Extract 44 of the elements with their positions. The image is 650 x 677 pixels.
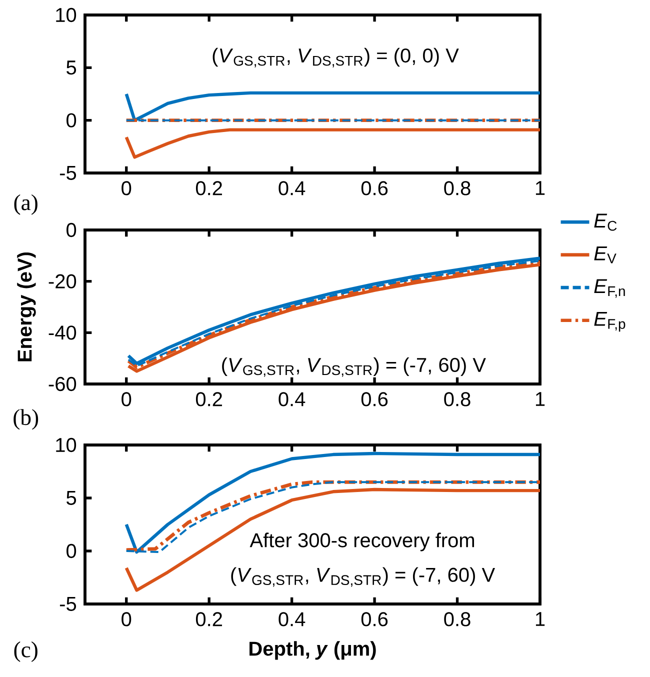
x-tick-label: 0 — [122, 392, 132, 406]
x-tick-label: 0.6 — [361, 181, 388, 196]
y-tick-label: 0 — [66, 113, 76, 128]
y-axis-title: Energy (eV) — [17, 252, 36, 362]
x-tick-label: 0.2 — [196, 612, 222, 626]
legend-label: E$_{F,n}$ — [594, 279, 625, 298]
x-tick-label: 1 — [536, 181, 545, 195]
x-axis-title: Depth, y (μm) — [250, 641, 376, 660]
x-tick-label: 0.6 — [361, 612, 388, 626]
y-tick-label: 0 — [66, 544, 76, 558]
annotation: After 300-s recovery from — [250, 532, 474, 552]
line-series — [124, 452, 542, 554]
y-tick-label: -20 — [48, 274, 76, 288]
x-tick-label: 0 — [122, 612, 132, 626]
legend-label: E$_{V}$ — [594, 246, 616, 264]
y-tick-label: -60 — [48, 376, 76, 392]
x-tick-label: 0 — [122, 181, 132, 196]
y-tick-label: -5 — [60, 166, 76, 180]
x-tick-label: 0.4 — [278, 181, 306, 196]
x-tick-label: 0.8 — [444, 181, 470, 196]
annotation: (V$_{GS,STR}$, V$_{DS,STR}$) = (-7, 60) V — [231, 567, 496, 587]
legend-label: E$_{F,p}$ — [594, 312, 626, 332]
annotation: (V$_{GS,STR}$, V$_{DS,STR}$) = (-7, 60) V — [222, 357, 486, 377]
text: (a) — [14, 194, 38, 215]
x-tick-label: 0.6 — [361, 392, 388, 406]
y-tick-label: 10 — [56, 8, 76, 22]
x-tick-label: 0.2 — [196, 181, 222, 196]
text: (b) — [14, 409, 38, 430]
y-tick-label: 10 — [56, 438, 76, 452]
x-tick-label: 0.8 — [444, 392, 470, 406]
y-tick-label: 5 — [66, 491, 76, 505]
y-tick-label: -40 — [48, 326, 76, 340]
x-tick-label: 0.4 — [278, 392, 306, 406]
annotation: (V$_{GS,STR}$, V$_{DS,STR}$) = (0, 0) V — [212, 48, 459, 68]
x-tick-label: 0.4 — [278, 612, 306, 626]
legend-label: E$_{C}$ — [594, 214, 617, 231]
y-tick-label: 0 — [66, 222, 76, 238]
text: (c) — [14, 641, 38, 662]
x-tick-label: 1 — [536, 612, 545, 626]
y-tick-label: -5 — [60, 597, 76, 611]
x-tick-label: 0.2 — [196, 392, 222, 406]
x-tick-label: 1 — [536, 392, 545, 406]
x-tick-label: 0.8 — [444, 612, 470, 626]
y-tick-label: 5 — [66, 60, 76, 75]
